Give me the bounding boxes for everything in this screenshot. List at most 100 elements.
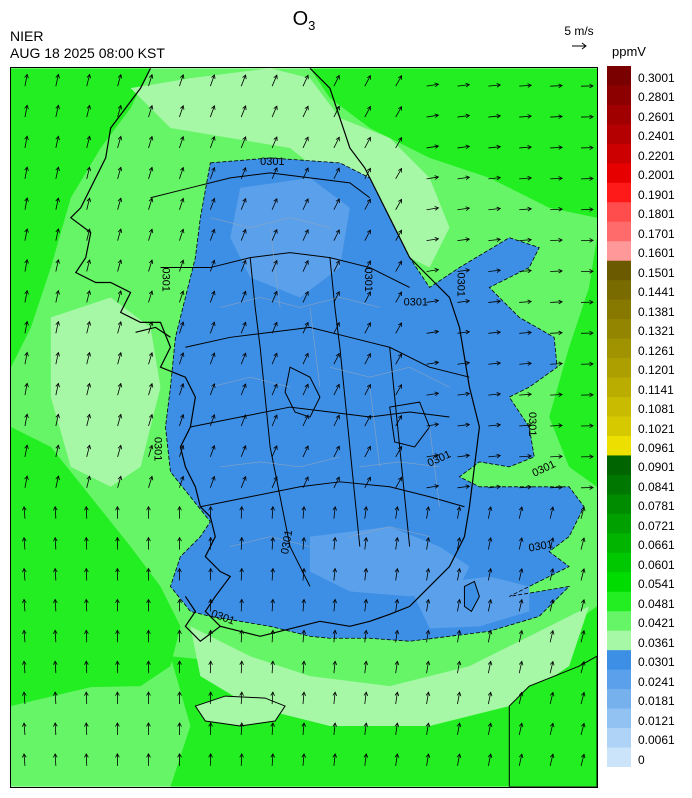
wind-arrow-head (518, 598, 524, 604)
colorbar-swatch (607, 650, 631, 671)
wind-arrow-head (146, 598, 151, 604)
wind-arrow-head (22, 598, 27, 604)
wind-arrow (457, 506, 460, 519)
wind-arrow-head (398, 291, 403, 297)
wind-arrow-head (581, 691, 586, 697)
wind-arrow-head (84, 629, 89, 635)
wind-arrow-head (180, 475, 185, 481)
wind-arrow (550, 332, 563, 334)
wind-arrow (117, 352, 122, 365)
wind-arrow (549, 630, 554, 643)
colorbar-swatch (607, 611, 631, 632)
wind-arrow (271, 291, 278, 303)
wind-arrow-head (148, 135, 154, 141)
wind-arrow-head (211, 444, 216, 450)
wind-arrow-head (487, 660, 493, 666)
wind-arrow-head (24, 104, 29, 110)
wind-arrow (24, 74, 28, 87)
wind-arrow (209, 260, 215, 272)
wind-arrow-head (270, 722, 275, 727)
wind-arrow (518, 723, 523, 736)
wind-arrow (148, 383, 153, 396)
wind-arrow-head (53, 629, 58, 635)
wind-arrow-head (304, 229, 309, 234)
contour-label: 0301 (159, 268, 171, 292)
wind-arrow (302, 75, 309, 87)
wind-arrow-head (363, 691, 369, 697)
contour-line (165, 157, 585, 642)
wind-arrow-head (434, 237, 440, 242)
wind-arrow (240, 167, 247, 179)
wind-arrow (271, 753, 274, 766)
wind-arrow (364, 75, 371, 87)
wind-arrow-head (366, 105, 371, 111)
wind-arrow (86, 228, 90, 241)
colorbar (607, 66, 631, 767)
wind-arrow-head (434, 391, 440, 396)
wind-arrow-head (487, 598, 493, 604)
wind-arrow (179, 476, 184, 488)
wind-arrow-head (487, 567, 493, 573)
wind-arrow (487, 754, 492, 766)
field-band-high-sw (11, 427, 181, 707)
colorbar-label: 0.1321 (638, 324, 675, 339)
wind-arrow-head (55, 289, 60, 295)
wind-arrow (519, 115, 532, 118)
wind-arrow (333, 322, 340, 334)
wind-arrow-head (558, 176, 563, 181)
wind-arrow (302, 723, 305, 735)
colorbar-swatch (607, 299, 631, 320)
colorbar-label: 0.0241 (638, 674, 675, 689)
colorbar-swatch (607, 377, 631, 398)
wind-arrow-head (117, 444, 123, 450)
agency-label: NIER (10, 28, 44, 44)
wind-arrow-head (425, 506, 431, 511)
wind-arrow (54, 692, 57, 705)
wind-arrow (24, 167, 28, 179)
wind-arrow (117, 167, 122, 179)
wind-arrow (518, 661, 523, 674)
wind-arrow (85, 692, 88, 705)
wind-arrow-head (332, 722, 338, 727)
wind-arrow-head (211, 414, 216, 419)
wind-arrow-head (55, 197, 60, 202)
wind-arrow-head (242, 197, 247, 203)
wind-arrow (271, 506, 274, 519)
colorbar-label: 0.1601 (638, 246, 675, 261)
colorbar-label: 0.0601 (638, 557, 675, 572)
wind-arrow (86, 259, 90, 272)
wind-arrow-head (55, 104, 60, 110)
wind-arrow (271, 260, 278, 272)
colorbar-label: 0 (638, 752, 645, 767)
wind-arrow (117, 198, 122, 210)
wind-arrow (85, 722, 88, 735)
wind-arrow-head (487, 629, 493, 635)
wind-arrow-head (335, 290, 340, 296)
wind-arrow-head (518, 660, 524, 666)
wind-arrow-head (456, 629, 462, 635)
wind-arrow (240, 692, 243, 705)
wind-arrow (488, 300, 501, 303)
wind-arrow (519, 208, 532, 211)
wind-arrow (24, 414, 28, 427)
wind-arrow (488, 455, 501, 458)
colorbar-swatch (607, 163, 631, 184)
wind-arrow (333, 167, 340, 180)
wind-arrow (519, 393, 532, 396)
colorbar-label: 0.2801 (638, 90, 675, 105)
wind-arrow-head (589, 423, 594, 429)
wind-arrow (364, 599, 367, 612)
wind-arrow (487, 723, 492, 736)
wind-arrow-head (242, 445, 247, 450)
colorbar-swatch (607, 572, 631, 593)
wind-arrow (457, 362, 470, 365)
colorbar-swatch (607, 143, 631, 164)
wind-arrow (519, 424, 532, 427)
wind-arrow (580, 692, 585, 705)
field-band-high-ne (309, 68, 597, 218)
wind-arrow-head (589, 176, 594, 181)
wind-arrow (148, 259, 153, 272)
wind-arrow-head (84, 505, 89, 511)
wind-arrow-head (301, 722, 307, 727)
wind-arrow-head (487, 506, 493, 511)
